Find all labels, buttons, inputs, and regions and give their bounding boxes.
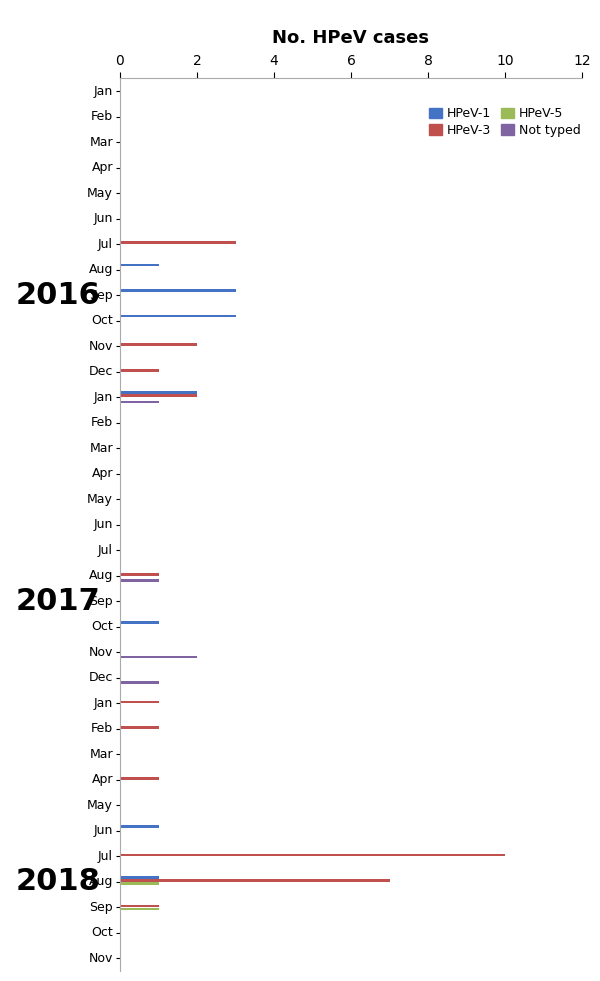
Bar [120, 289, 235, 292]
Bar [120, 264, 158, 267]
Bar [120, 882, 158, 885]
Bar [120, 315, 235, 318]
Bar [120, 876, 158, 879]
Bar [120, 579, 158, 582]
Legend: HPeV-1, HPeV-3, HPeV-5, Not typed: HPeV-1, HPeV-3, HPeV-5, Not typed [430, 107, 580, 136]
Bar [120, 655, 197, 658]
Bar [120, 343, 197, 346]
Bar [120, 853, 505, 856]
Bar [120, 700, 158, 703]
Text: 2018: 2018 [16, 867, 101, 897]
Bar [120, 621, 158, 624]
Bar [120, 391, 197, 394]
Bar [120, 400, 158, 403]
Bar [120, 825, 158, 828]
Bar [120, 879, 389, 882]
Bar [120, 777, 158, 780]
Bar [120, 904, 158, 907]
Bar [120, 394, 197, 397]
Bar [120, 573, 158, 576]
Text: 2017: 2017 [16, 587, 101, 616]
Bar [120, 681, 158, 684]
Bar [120, 241, 235, 244]
Bar [120, 369, 158, 372]
Bar [120, 726, 158, 729]
Text: 2016: 2016 [16, 281, 101, 310]
Bar [120, 907, 158, 910]
X-axis label: No. HPeV cases: No. HPeV cases [272, 29, 430, 47]
